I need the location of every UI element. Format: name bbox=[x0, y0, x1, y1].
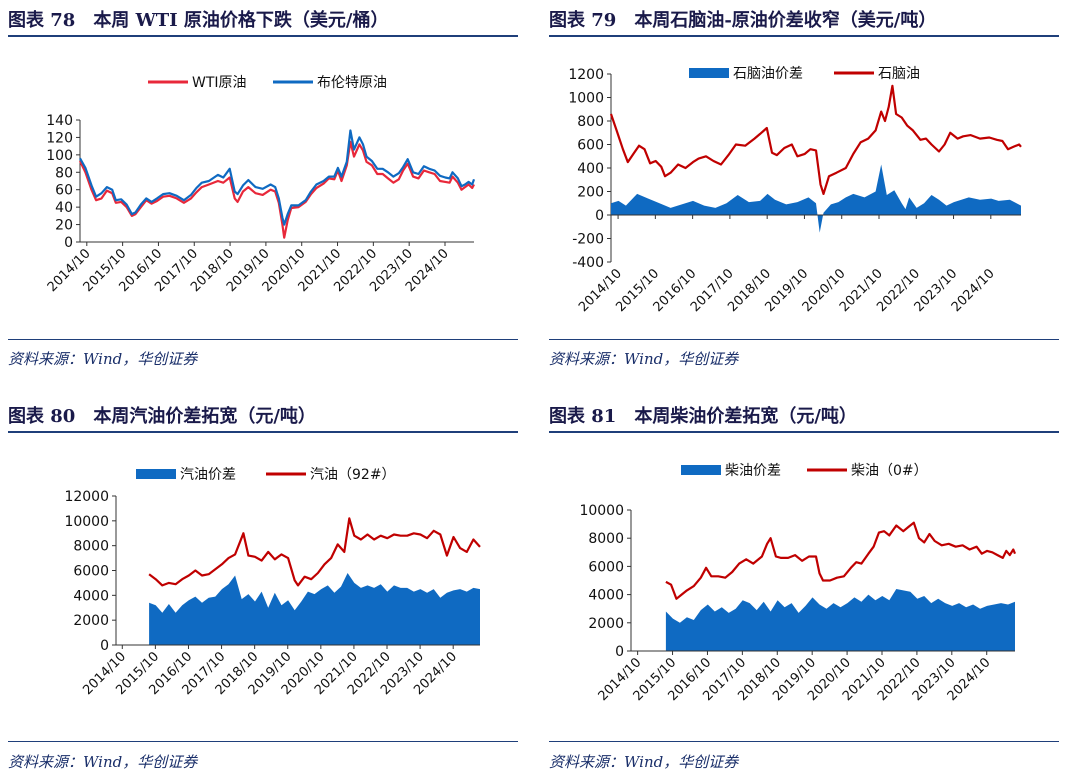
title-rule bbox=[549, 35, 1059, 37]
legend-label-0: 石脑油价差 bbox=[733, 66, 803, 82]
series-area-0 bbox=[611, 164, 1021, 233]
source-rule bbox=[8, 339, 518, 340]
y-tick-label: 0 bbox=[615, 644, 624, 660]
y-tick-label: 200 bbox=[577, 185, 604, 201]
chart-title: 图表 79 本周石脑油-原油价差收窄（美元/吨） bbox=[549, 10, 937, 31]
source-note: 资料来源：Wind，华创证券 bbox=[549, 350, 739, 368]
title-rule bbox=[8, 35, 518, 37]
series-line-1 bbox=[609, 84, 1022, 195]
title-rule bbox=[8, 431, 518, 433]
y-tick-label: -200 bbox=[572, 232, 604, 248]
legend-label-0: 汽油价差 bbox=[180, 467, 236, 483]
legend-swatch-0 bbox=[689, 68, 729, 78]
chart-title: 图表 81 本周柴油价差拓宽（元/吨） bbox=[549, 406, 857, 427]
y-tick-label: 120 bbox=[46, 130, 73, 146]
chart-title: 图表 78 本周 WTI 原油价格下跌（美元/桶） bbox=[8, 10, 389, 31]
y-tick-label: 8000 bbox=[73, 539, 109, 555]
y-tick-label: 4000 bbox=[73, 588, 109, 604]
y-tick-label: 80 bbox=[55, 165, 73, 181]
y-tick-label: 60 bbox=[55, 183, 73, 199]
series-area-0 bbox=[149, 573, 480, 645]
legend-swatch-0 bbox=[136, 469, 176, 479]
source-rule bbox=[549, 339, 1059, 340]
y-tick-label: 1000 bbox=[568, 91, 604, 107]
chart-panel-diesel: 图表 81 本周柴油价差拓宽（元/吨） 0 2000 4000 6000 8000 100… bbox=[549, 396, 1059, 778]
source-rule bbox=[8, 741, 518, 742]
y-tick-label: 100 bbox=[46, 148, 73, 164]
y-tick-label: 600 bbox=[577, 138, 604, 154]
chart-panel-gasoline: 图表 80 本周汽油价差拓宽（元/吨） 0 2000 4000 6000 8000 100… bbox=[8, 396, 518, 778]
legend-label-1: 汽油（92#） bbox=[310, 467, 396, 483]
y-tick-label: 1200 bbox=[568, 67, 604, 83]
source-note: 资料来源：Wind，华创证券 bbox=[8, 753, 198, 771]
y-tick-label: 0 bbox=[64, 235, 73, 251]
y-tick-label: 0 bbox=[595, 208, 604, 224]
y-tick-label: 2000 bbox=[73, 613, 109, 629]
y-tick-label: 140 bbox=[46, 113, 73, 129]
title-rule bbox=[549, 431, 1059, 433]
series-line-1 bbox=[79, 129, 476, 226]
legend-label-1: 布伦特原油 bbox=[317, 75, 387, 91]
legend-label-1: 柴油（0#） bbox=[851, 463, 928, 479]
y-tick-label: 6000 bbox=[73, 564, 109, 580]
y-tick-label: 10000 bbox=[579, 503, 624, 519]
y-tick-label: 20 bbox=[55, 218, 73, 234]
y-tick-label: 400 bbox=[577, 161, 604, 177]
y-tick-label: 4000 bbox=[588, 588, 624, 604]
naphtha-spread-chart: -400-2000200400600800100012002014/102015… bbox=[568, 66, 1022, 315]
source-note: 资料来源：Wind，华创证券 bbox=[8, 350, 198, 368]
y-tick-label: 6000 bbox=[588, 559, 624, 575]
legend-label-1: 石脑油 bbox=[878, 66, 920, 82]
chart-panel-wti: 图表 78 本周 WTI 原油价格下跌（美元/桶） 0 20 40 60 80 100 12… bbox=[8, 0, 518, 375]
chart-panel-naphtha: 图表 79 本周石脑油-原油价差收窄（美元/吨） -400 -200 0 200 400… bbox=[549, 0, 1059, 375]
chart-title: 图表 80 本周汽油价差拓宽（元/吨） bbox=[8, 406, 316, 427]
legend-swatch-0 bbox=[681, 465, 721, 475]
source-note: 资料来源：Wind，华创证券 bbox=[549, 753, 739, 771]
y-tick-label: 12000 bbox=[64, 489, 109, 505]
source-rule bbox=[549, 741, 1059, 742]
series-line-1 bbox=[148, 517, 481, 587]
y-tick-label: 10000 bbox=[64, 514, 109, 530]
series-area-0 bbox=[665, 589, 1015, 651]
series-line-0 bbox=[79, 140, 475, 239]
y-tick-label: 800 bbox=[577, 114, 604, 130]
y-tick-label: 8000 bbox=[588, 531, 624, 547]
legend-label-0: WTI原油 bbox=[192, 75, 247, 91]
series-line-1 bbox=[665, 521, 1017, 600]
y-tick-label: 40 bbox=[55, 200, 73, 216]
legend-label-0: 柴油价差 bbox=[725, 463, 781, 479]
y-tick-label: -400 bbox=[572, 255, 604, 271]
y-tick-label: 2000 bbox=[588, 616, 624, 632]
wti-brent-line-chart: 0204060801001201402014/102015/102016/102… bbox=[45, 75, 476, 295]
gasoline-spread-chart: 0200040006000800010000120002014/102015/1… bbox=[64, 467, 481, 698]
y-tick-label: 0 bbox=[100, 638, 109, 654]
diesel-spread-chart: 02000400060008000100002014/102015/102016… bbox=[579, 463, 1017, 704]
